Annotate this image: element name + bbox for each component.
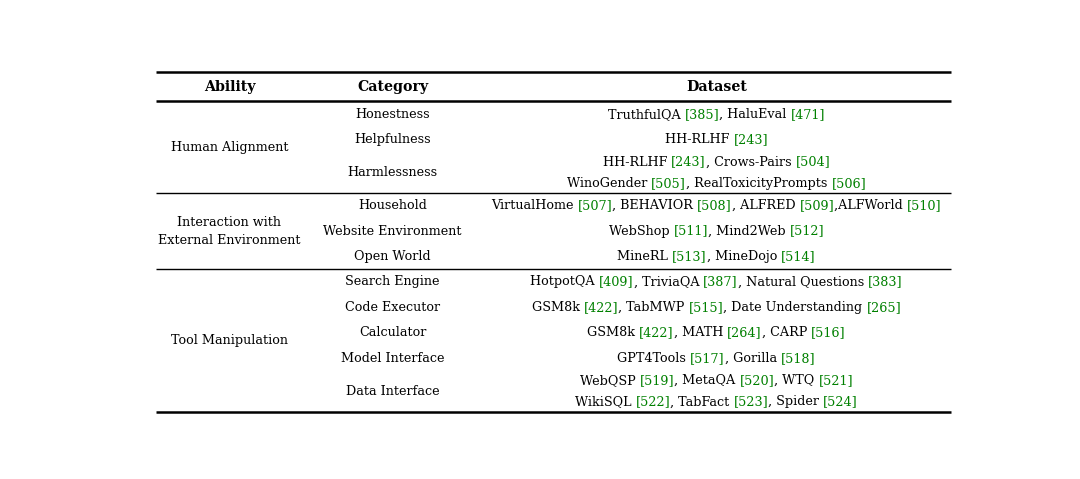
Text: [264]: [264]: [727, 326, 761, 339]
Text: Tool Manipulation: Tool Manipulation: [171, 334, 288, 347]
Text: [514]: [514]: [781, 250, 815, 263]
Text: , Date Understanding: , Date Understanding: [724, 301, 866, 314]
Text: , ALFRED: , ALFRED: [732, 199, 799, 212]
Text: , MATH: , MATH: [674, 326, 727, 339]
Text: [515]: [515]: [689, 301, 724, 314]
Text: [505]: [505]: [651, 177, 686, 190]
Text: GSM8k: GSM8k: [531, 301, 583, 314]
Text: [523]: [523]: [733, 395, 768, 408]
Text: , Gorilla: , Gorilla: [725, 352, 781, 365]
Text: [265]: [265]: [866, 301, 902, 314]
Text: , TabFact: , TabFact: [671, 395, 733, 408]
Text: HotpotQA: HotpotQA: [530, 275, 599, 288]
Text: Household: Household: [359, 199, 427, 212]
Text: Interaction with
External Environment: Interaction with External Environment: [159, 216, 300, 247]
Text: [422]: [422]: [583, 301, 619, 314]
Text: [512]: [512]: [789, 225, 824, 238]
Text: , HaluEval: , HaluEval: [719, 108, 791, 121]
Text: Category: Category: [356, 80, 428, 94]
Text: , Crows-Pairs: , Crows-Pairs: [706, 156, 796, 169]
Text: Honestness: Honestness: [355, 108, 430, 121]
Text: [509]: [509]: [799, 199, 835, 212]
Text: WinoGender: WinoGender: [567, 177, 651, 190]
Text: , MetaQA: , MetaQA: [674, 374, 740, 387]
Text: TruthfulQA: TruthfulQA: [608, 108, 685, 121]
Text: [513]: [513]: [672, 250, 706, 263]
Text: Data Interface: Data Interface: [346, 385, 440, 398]
Text: [522]: [522]: [635, 395, 671, 408]
Text: [516]: [516]: [811, 326, 846, 339]
Text: WebQSP: WebQSP: [580, 374, 639, 387]
Text: Ability: Ability: [204, 80, 255, 94]
Text: , Mind2Web: , Mind2Web: [708, 225, 789, 238]
Text: GPT4Tools: GPT4Tools: [618, 352, 690, 365]
Text: WebShop: WebShop: [609, 225, 674, 238]
Text: , BEHAVIOR: , BEHAVIOR: [612, 199, 698, 212]
Text: [508]: [508]: [698, 199, 732, 212]
Text: , TriviaQA: , TriviaQA: [634, 275, 703, 288]
Text: [517]: [517]: [690, 352, 725, 365]
Text: Harmlessness: Harmlessness: [348, 166, 437, 179]
Text: , MineDojo: , MineDojo: [706, 250, 781, 263]
Text: VirtualHome: VirtualHome: [491, 199, 578, 212]
Text: , TabMWP: , TabMWP: [619, 301, 689, 314]
Text: Dataset: Dataset: [686, 80, 747, 94]
Text: , Natural Questions: , Natural Questions: [738, 275, 868, 288]
Text: [519]: [519]: [639, 374, 674, 387]
Text: Search Engine: Search Engine: [346, 275, 440, 288]
Text: [518]: [518]: [781, 352, 815, 365]
Text: [471]: [471]: [791, 108, 825, 121]
Text: [243]: [243]: [733, 133, 768, 146]
Text: [511]: [511]: [674, 225, 708, 238]
Text: , RealToxicityPrompts: , RealToxicityPrompts: [686, 177, 832, 190]
Text: MineRL: MineRL: [618, 250, 672, 263]
Text: Code Executor: Code Executor: [345, 301, 440, 314]
Text: [383]: [383]: [868, 275, 903, 288]
Text: , Spider: , Spider: [768, 395, 823, 408]
Text: Calculator: Calculator: [359, 326, 427, 339]
Text: Model Interface: Model Interface: [340, 352, 444, 365]
Text: [520]: [520]: [740, 374, 774, 387]
Text: [243]: [243]: [671, 156, 706, 169]
Text: , WTQ: , WTQ: [774, 374, 819, 387]
Text: HH-RLHF: HH-RLHF: [603, 156, 671, 169]
Text: [385]: [385]: [685, 108, 719, 121]
Text: [504]: [504]: [796, 156, 831, 169]
Text: GSM8k: GSM8k: [588, 326, 639, 339]
Text: Helpfulness: Helpfulness: [354, 133, 431, 146]
Text: [507]: [507]: [578, 199, 612, 212]
Text: [422]: [422]: [639, 326, 674, 339]
Text: Open World: Open World: [354, 250, 431, 263]
Text: , CARP: , CARP: [761, 326, 811, 339]
Text: Human Alignment: Human Alignment: [171, 141, 288, 154]
Text: [510]: [510]: [907, 199, 942, 212]
Text: HH-RLHF: HH-RLHF: [665, 133, 733, 146]
Text: Website Environment: Website Environment: [323, 225, 462, 238]
Text: [521]: [521]: [819, 374, 853, 387]
Text: WikiSQL: WikiSQL: [575, 395, 635, 408]
Text: ,ALFWorld: ,ALFWorld: [835, 199, 907, 212]
Text: [387]: [387]: [703, 275, 738, 288]
Text: [506]: [506]: [832, 177, 866, 190]
Text: [409]: [409]: [599, 275, 634, 288]
Text: [524]: [524]: [823, 395, 858, 408]
